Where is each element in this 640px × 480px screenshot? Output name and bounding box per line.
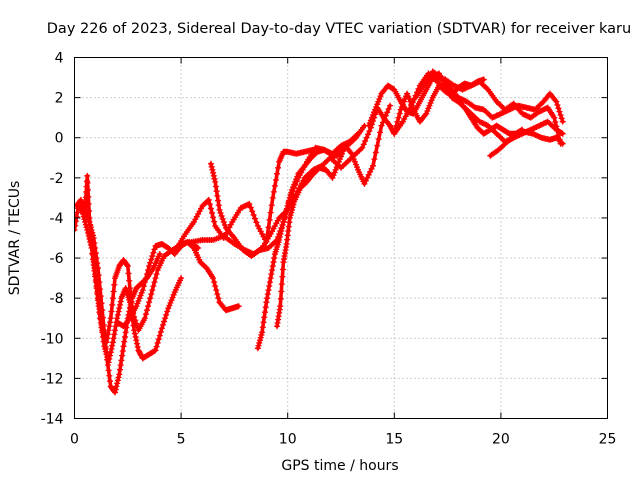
y-tick-label: 2 <box>55 91 64 107</box>
series-plus-markers <box>274 102 394 330</box>
series-track-8 <box>254 146 347 352</box>
y-tick-label: 4 <box>55 51 64 67</box>
axis-ticks <box>74 57 608 419</box>
series-track-4 <box>114 239 242 330</box>
series-plus-markers <box>114 239 242 330</box>
chart-title: Day 226 of 2023, Sidereal Day-to-day VTE… <box>47 21 631 37</box>
series-plus-markers <box>487 128 566 159</box>
series-track-14 <box>433 74 564 147</box>
x-tick-label: 0 <box>70 432 79 448</box>
y-tick-label: -14 <box>41 412 64 428</box>
y-tick-label: -8 <box>50 291 64 307</box>
y-tick-label: -6 <box>50 251 64 267</box>
x-tick-label: 15 <box>385 432 403 448</box>
series-track-9 <box>274 102 394 330</box>
series-plus-markers <box>433 74 564 147</box>
x-axis-label: GPS time / hours <box>281 458 398 474</box>
x-tick-label: 5 <box>177 432 186 448</box>
y-tick-label: 0 <box>55 131 64 147</box>
y-tick-label: -2 <box>50 171 64 187</box>
x-tick-label: 20 <box>492 432 510 448</box>
series-track-15 <box>487 128 566 159</box>
y-axis-label: SDTVAR / TECUs <box>7 181 23 296</box>
y-tick-label: -12 <box>41 371 64 387</box>
series-plus-markers <box>254 146 347 352</box>
x-tick-label: 10 <box>279 432 297 448</box>
grid <box>74 57 608 419</box>
y-tick-label: -4 <box>50 211 64 227</box>
x-tick-label: 25 <box>599 432 617 448</box>
plot-frame <box>74 57 608 419</box>
y-tick-label: -10 <box>41 331 64 347</box>
series-layer <box>74 68 566 396</box>
